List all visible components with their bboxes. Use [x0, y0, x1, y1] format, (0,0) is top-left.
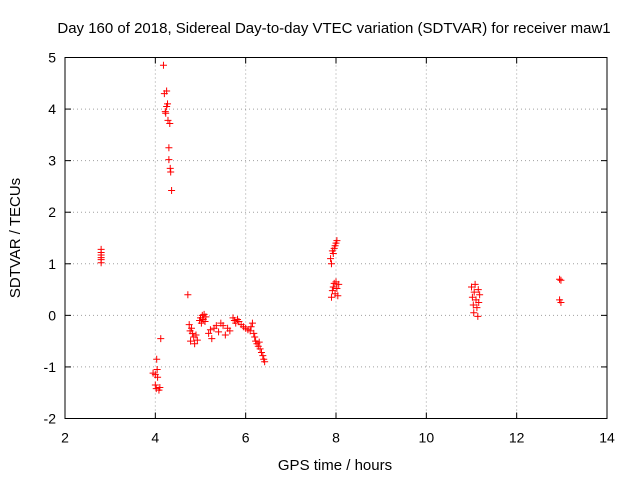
- data-point: [221, 331, 229, 339]
- x-tick-label: 2: [61, 430, 69, 446]
- data-point: [246, 327, 254, 335]
- data-point: [474, 286, 482, 294]
- data-point: [188, 329, 196, 337]
- data-point: [473, 304, 481, 312]
- data-point: [165, 156, 173, 164]
- data-point: [157, 335, 165, 343]
- data-point: [215, 328, 223, 336]
- data-point: [255, 338, 263, 346]
- grid: [65, 57, 607, 419]
- data-point: [251, 333, 259, 341]
- data-point: [329, 249, 337, 257]
- data-point: [192, 331, 200, 339]
- data-point: [206, 326, 214, 334]
- data-point: [164, 116, 172, 124]
- data-point: [185, 321, 193, 329]
- data-point: [335, 280, 343, 288]
- data-point: [219, 322, 227, 330]
- data-point: [166, 120, 174, 128]
- data-point: [156, 384, 164, 392]
- data-point: [151, 381, 159, 389]
- x-tick-label: 4: [151, 430, 159, 446]
- data-point: [208, 335, 216, 343]
- x-tick-label: 6: [242, 430, 250, 446]
- data-point: [154, 373, 162, 381]
- data-point: [187, 337, 195, 345]
- data-point: [198, 311, 206, 319]
- y-tick-label: 3: [48, 153, 56, 169]
- data-point: [475, 298, 483, 306]
- data-point: [469, 301, 477, 309]
- data-point: [162, 109, 170, 117]
- data-point: [334, 292, 342, 300]
- x-tick-label: 12: [509, 430, 525, 446]
- y-tick-label: -2: [44, 411, 57, 427]
- data-point: [256, 345, 264, 353]
- data-point: [557, 298, 565, 306]
- data-point: [470, 309, 478, 317]
- data-point: [468, 293, 476, 301]
- data-point: [329, 283, 337, 291]
- data-point: [330, 279, 338, 287]
- data-point: [164, 100, 172, 108]
- data-point: [226, 327, 234, 335]
- data-point: [165, 144, 173, 152]
- data-point: [193, 336, 201, 344]
- data-point: [159, 61, 167, 69]
- y-tick-label: 5: [48, 50, 56, 66]
- data-point: [202, 313, 210, 321]
- data-point: [97, 259, 105, 267]
- data-point: [468, 283, 475, 291]
- data-point: [556, 275, 564, 283]
- data-point: [201, 318, 209, 326]
- data-point: [557, 276, 565, 284]
- data-point: [327, 293, 335, 301]
- data-point: [205, 329, 213, 337]
- data-point: [470, 288, 478, 296]
- x-axis-label: GPS time / hours: [278, 457, 392, 474]
- data-point: [232, 319, 240, 327]
- data-point: [474, 312, 482, 320]
- data-point: [163, 87, 171, 95]
- data-point: [184, 291, 192, 299]
- data-point: [212, 322, 220, 330]
- data-point: [250, 329, 258, 337]
- x-tick-label: 14: [599, 430, 615, 446]
- data-point: [248, 319, 256, 327]
- data-point: [153, 355, 161, 363]
- data-point: [153, 366, 161, 374]
- y-tick-label: 0: [48, 307, 56, 323]
- data-point: [259, 352, 267, 360]
- data-point: [257, 348, 265, 356]
- data-point: [471, 280, 479, 288]
- x-tick-label: 10: [419, 430, 435, 446]
- data-point: [327, 260, 335, 268]
- y-tick-label: 2: [48, 204, 56, 220]
- data-point: [191, 340, 199, 348]
- data-point: [333, 285, 341, 293]
- data-point: [327, 255, 335, 263]
- y-tick-label: 1: [48, 256, 56, 272]
- data-point: [167, 168, 175, 176]
- y-axis-label: SDTVAR / TECUs: [7, 178, 24, 298]
- x-tick-label: 8: [332, 430, 340, 446]
- data-point: [197, 319, 205, 327]
- chart-title: Day 160 of 2018, Sidereal Day-to-day VTE…: [57, 20, 610, 37]
- data-point: [187, 324, 195, 332]
- data-points: [97, 61, 565, 394]
- data-point: [476, 291, 484, 299]
- data-point: [168, 187, 176, 195]
- data-point: [261, 358, 269, 366]
- y-tick-label: 4: [48, 101, 56, 117]
- data-point: [333, 237, 341, 245]
- y-tick-label: -1: [44, 359, 57, 375]
- data-point: [247, 323, 255, 331]
